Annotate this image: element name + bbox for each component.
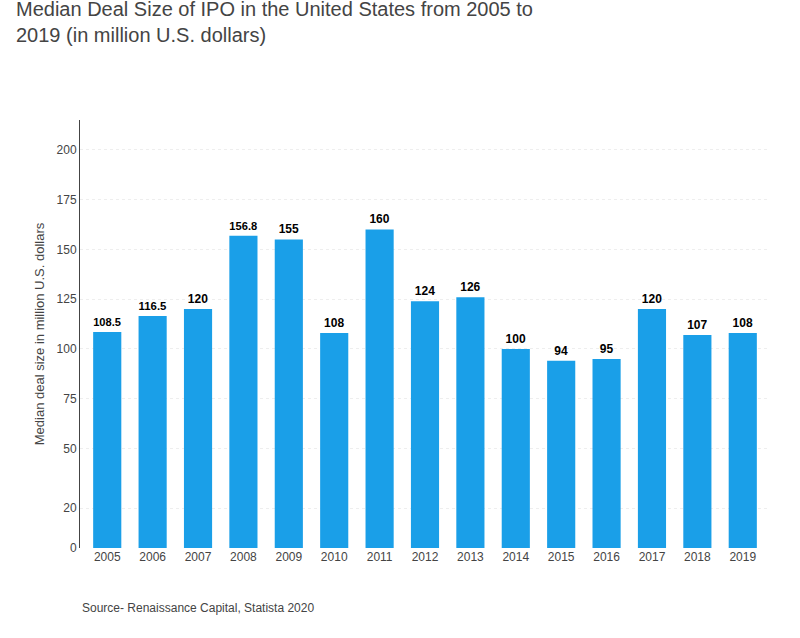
svg-text:2005: 2005 [94,550,121,564]
svg-text:2017: 2017 [639,550,666,564]
svg-text:95: 95 [600,342,614,356]
svg-text:108: 108 [733,316,753,330]
svg-text:2016: 2016 [593,550,620,564]
svg-text:200: 200 [57,143,77,157]
svg-text:160: 160 [369,212,389,226]
svg-text:2009: 2009 [275,550,302,564]
svg-text:2014: 2014 [502,550,529,564]
svg-text:2011: 2011 [367,550,393,564]
svg-text:0: 0 [70,541,77,555]
svg-text:100: 100 [57,342,77,356]
svg-text:2018: 2018 [684,550,711,564]
svg-text:2008: 2008 [230,550,257,564]
svg-text:94: 94 [554,344,568,358]
svg-text:2007: 2007 [185,550,212,564]
svg-text:50: 50 [63,442,77,456]
svg-text:108: 108 [324,316,344,330]
svg-text:20: 20 [63,501,77,515]
svg-text:2012: 2012 [412,550,439,564]
svg-text:2010: 2010 [321,550,348,564]
svg-text:107: 107 [687,318,707,332]
svg-text:2006: 2006 [139,550,166,564]
svg-text:126: 126 [460,280,480,294]
svg-text:108.5: 108.5 [93,316,121,328]
svg-text:Source- Renaissance Capital, S: Source- Renaissance Capital, Statista 20… [82,601,314,615]
svg-text:100: 100 [506,332,526,346]
svg-text:Median Deal Size of IPO in the: Median Deal Size of IPO in the United St… [16,0,533,46]
svg-text:150: 150 [57,243,77,257]
svg-text:2019: 2019 [729,550,756,564]
svg-text:125: 125 [57,292,77,306]
svg-text:75: 75 [63,392,77,406]
svg-text:120: 120 [642,292,662,306]
svg-text:155: 155 [279,222,299,236]
svg-text:Median deal size in million U.: Median deal size in million U.S. dollars [32,222,47,445]
svg-text:2013: 2013 [457,550,484,564]
svg-text:2015: 2015 [548,550,575,564]
svg-text:175: 175 [57,193,77,207]
svg-text:116.5: 116.5 [139,300,167,312]
svg-text:156.8: 156.8 [229,220,257,232]
svg-text:120: 120 [188,292,208,306]
svg-text:124: 124 [415,284,435,298]
